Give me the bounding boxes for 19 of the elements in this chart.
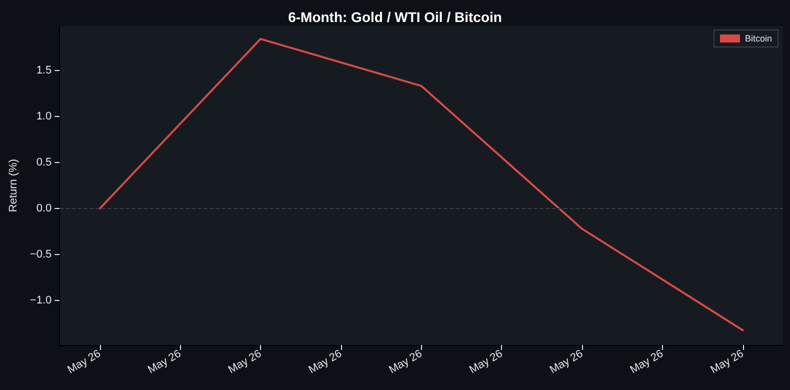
x-tick-label: May 26 — [467, 348, 505, 376]
x-tick-label: May 26 — [387, 348, 424, 376]
y-tick-label: 0.0 — [36, 202, 52, 215]
y-tick-label: 1.0 — [36, 110, 52, 122]
legend-label: Bitcoin — [744, 34, 772, 44]
x-tick-label: May 26 — [66, 348, 103, 376]
y-axis-title: Return (%) — [8, 158, 20, 212]
y-tick-label: −1.0 — [30, 294, 52, 307]
y-tick-label: −0.5 — [30, 248, 52, 261]
x-tick-label: May 26 — [708, 348, 746, 376]
y-tick-label: 1.5 — [36, 64, 52, 76]
x-tick-label: May 26 — [548, 348, 586, 376]
x-tick-label: May 26 — [628, 348, 666, 376]
y-tick-label: 0.5 — [36, 156, 52, 168]
x-tick-label: May 26 — [306, 348, 344, 376]
line-series — [98, 38, 744, 332]
x-tick-label: May 26 — [226, 348, 264, 376]
chart-title: 6-Month: Gold / WTI Oil / Bitcoin — [288, 9, 502, 25]
x-tick-label: May 26 — [146, 348, 184, 376]
